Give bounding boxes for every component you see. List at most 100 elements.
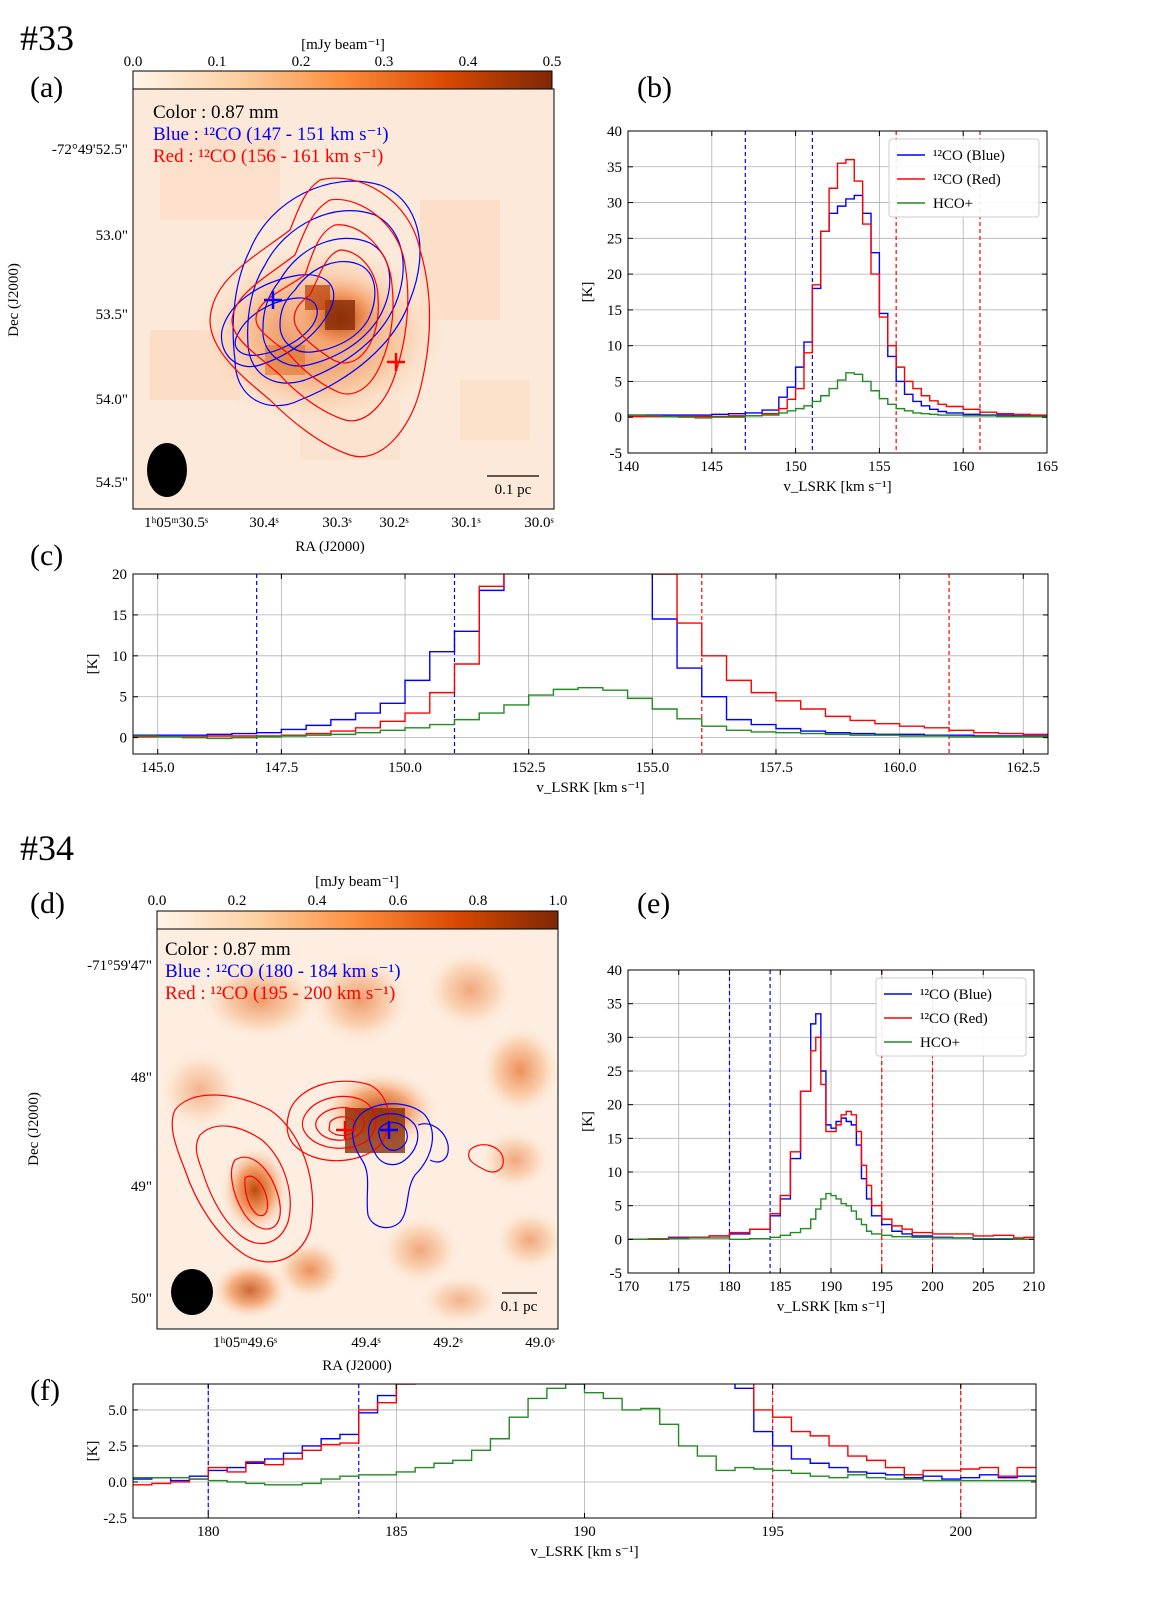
y-tick-label: 10 xyxy=(607,339,622,355)
x-tick-label: 150.0 xyxy=(388,760,422,776)
dec-axis-label-a: Dec (J2000) xyxy=(6,263,22,337)
red-contours-d xyxy=(171,1080,504,1263)
colorbar-label-d: [mJy beam⁻¹] xyxy=(315,874,399,890)
red-marker-a xyxy=(387,353,405,371)
ra-tick: 1ʰ05ᵐ30.5ˢ xyxy=(144,515,208,531)
blue-contours-a xyxy=(220,180,421,407)
y-tick-label: 15 xyxy=(607,1131,622,1147)
dec-tick: 50" xyxy=(131,1291,152,1307)
x-axis-label: v_LSRK [km s⁻¹] xyxy=(783,479,891,495)
plot-frame xyxy=(132,573,1049,755)
series-line xyxy=(628,158,1047,418)
y-tick-label: -2.5 xyxy=(103,1511,127,1527)
panel-label-c: (c) xyxy=(30,539,63,572)
axis-ticks: 140 145 150 155 160 165 -5 0 5 10 15 20 25 30 35 40 xyxy=(607,124,1058,475)
y-tick-label: 5 xyxy=(120,690,128,706)
info-red-a: Red : ¹²CO (156 - 161 km s⁻¹) xyxy=(153,146,383,167)
y-tick-label: -5 xyxy=(610,446,623,462)
dec-ticks-d: -71°59'47" 48" 49" 50" xyxy=(87,958,152,1307)
info-red-d: Red : ¹²CO (195 - 200 km s⁻¹) xyxy=(165,983,395,1004)
legend-box xyxy=(888,138,1040,218)
cbar-tick: 0.1 xyxy=(208,54,227,70)
x-tick-label: 152.5 xyxy=(512,760,546,776)
y-tick-label: 0 xyxy=(615,1232,623,1248)
y-tick-label: 5 xyxy=(615,1199,623,1215)
y-axis-label: [K] xyxy=(85,654,101,675)
contours-a xyxy=(209,177,431,458)
spectrum-chart-b: 140 145 150 155 160 165 -5 0 5 10 15 20 25 30 35 40 v_LS… xyxy=(580,124,1058,495)
panel-label-a: (a) xyxy=(30,71,63,104)
y-axis-label: [K] xyxy=(85,1441,101,1462)
y-tick-label: 2.5 xyxy=(108,1439,127,1455)
axis-ticks: 180 185 190 195 200 -2.5 0.0 2.5 5.0 xyxy=(103,1384,1036,1540)
x-axis-label: v_LSRK [km s⁻¹] xyxy=(536,780,644,796)
dec-tick: 48" xyxy=(131,1070,152,1086)
red-contours-a xyxy=(209,177,431,458)
markers-d xyxy=(336,1121,398,1139)
y-tick-label: 35 xyxy=(607,997,622,1013)
colorbar-label-a: [mJy beam⁻¹] xyxy=(301,37,385,53)
map-info-a: Color : 0.87 mm Blue : ¹²CO (147 - 151 k… xyxy=(153,102,389,167)
cbar-tick: 0.3 xyxy=(375,54,394,70)
map-frame-d xyxy=(156,928,559,1330)
x-tick-label: 175 xyxy=(668,1279,691,1295)
y-tick-label: 0.0 xyxy=(108,1475,127,1491)
series-group xyxy=(628,1013,1034,1241)
contours-d xyxy=(171,1080,504,1263)
y-tick-label: 20 xyxy=(607,1098,622,1114)
velocity-range-lines xyxy=(207,1384,962,1518)
ra-axis-label-d: RA (J2000) xyxy=(322,1358,392,1374)
x-tick-label: 150 xyxy=(784,459,807,475)
y-tick-label: 15 xyxy=(112,608,127,624)
grid-lines xyxy=(133,1384,1036,1519)
series-line xyxy=(133,687,1048,740)
x-tick-label: 180 xyxy=(197,1524,220,1540)
y-tick-label: 15 xyxy=(607,303,622,319)
series-line xyxy=(628,1192,1034,1241)
colorbar-ticks-a: 0.0 0.1 0.2 0.3 0.4 0.5 xyxy=(124,54,562,70)
y-axis-label: [K] xyxy=(580,1111,596,1132)
legend-entry: HCO+ xyxy=(920,1035,960,1051)
y-tick-label: 25 xyxy=(607,231,622,247)
scalebar-label-a: 0.1 pc xyxy=(495,482,532,498)
ra-tick: 30.2ˢ xyxy=(379,515,408,531)
series-group xyxy=(133,1384,1036,1486)
legend-entry: ¹²CO (Blue) xyxy=(920,987,992,1003)
dec-tick: 54.5" xyxy=(96,475,128,491)
ra-tick: 1ʰ05ᵐ49.6ˢ xyxy=(213,1335,277,1351)
beam-ellipse-d xyxy=(171,1269,213,1315)
ra-tick: 30.0ˢ xyxy=(524,515,553,531)
legend: ¹²CO (Blue) ¹²CO (Red) HCO+ xyxy=(888,138,1040,218)
y-axis-label: [K] xyxy=(580,282,596,303)
cbar-tick: 0.5 xyxy=(543,54,562,70)
ra-tick: 49.4ˢ xyxy=(351,1335,380,1351)
info-blue-d: Blue : ¹²CO (180 - 184 km s⁻¹) xyxy=(165,961,401,982)
series-group xyxy=(133,574,1048,740)
x-tick-label: 190 xyxy=(820,1279,843,1295)
series-line xyxy=(133,1384,1036,1486)
ra-tick: 49.2ˢ xyxy=(433,1335,462,1351)
blue-contours-d xyxy=(352,1103,449,1229)
ra-ticks-d: 1ʰ05ᵐ49.6ˢ 49.4ˢ 49.2ˢ 49.0ˢ xyxy=(213,1335,555,1351)
cbar-tick: 0.6 xyxy=(389,893,408,909)
series-line xyxy=(628,194,1047,417)
x-tick-label: 170 xyxy=(617,1279,640,1295)
panel-label-f: (f) xyxy=(30,1374,60,1407)
x-tick-label: 195 xyxy=(761,1524,784,1540)
y-tick-label: 40 xyxy=(607,124,622,140)
cbar-tick: 0.0 xyxy=(124,54,143,70)
axis-ticks: 145.0 147.5 150.0 152.5 155.0 157.5 160.0 162.5… xyxy=(112,567,1048,776)
legend-entry: HCO+ xyxy=(933,196,973,212)
grid-lines xyxy=(133,573,1048,754)
scalebar-d: 0.1 pc xyxy=(501,1292,538,1315)
plot-frame xyxy=(627,130,1048,454)
x-tick-label: 140 xyxy=(617,459,640,475)
cbar-tick: 0.0 xyxy=(148,893,167,909)
x-tick-label: 190 xyxy=(573,1524,596,1540)
scalebar-a: 0.1 pc xyxy=(487,475,539,498)
x-tick-label: 162.5 xyxy=(1006,760,1040,776)
ra-tick: 30.3ˢ xyxy=(322,515,351,531)
cbar-tick: 0.8 xyxy=(469,893,488,909)
x-tick-label: 145 xyxy=(701,459,724,475)
series-group xyxy=(628,158,1047,419)
